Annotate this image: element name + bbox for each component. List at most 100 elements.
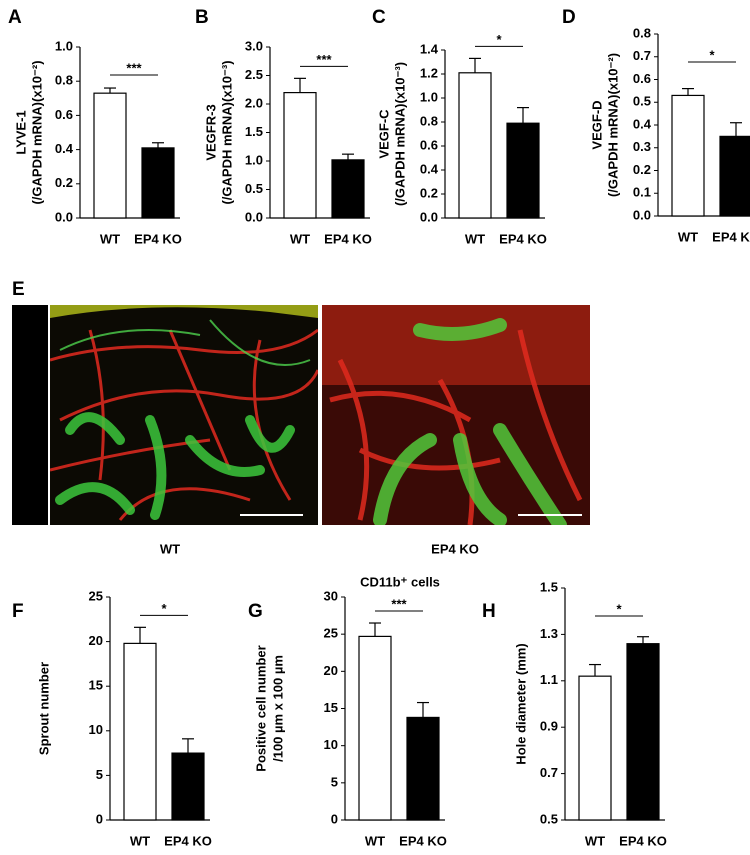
image-caption: EP4 KO	[431, 541, 479, 556]
y-axis-label: (/GAPDH mRNA)(x10⁻³)	[392, 62, 407, 206]
y-tick-label: 0.6	[633, 71, 651, 86]
y-tick-label: 1.0	[55, 38, 73, 53]
y-tick-label: 0.6	[420, 137, 438, 152]
y-axis-label: (/GAPDH mRNA)(x10⁻²)	[605, 53, 620, 197]
bar	[93, 92, 127, 219]
y-axis-label: (/GAPDH mRNA)(x10⁻³)	[219, 60, 234, 204]
y-tick-label: 1.3	[540, 626, 558, 641]
y-tick-label: 0.2	[420, 185, 438, 200]
y-tick-label: 0.9	[540, 719, 558, 734]
stain-strip	[12, 305, 48, 525]
y-tick-label: 1.1	[540, 672, 558, 687]
x-tick-label: WT	[678, 229, 698, 244]
x-tick-label: WT	[290, 231, 310, 246]
panel-label: G	[248, 601, 263, 622]
x-tick-label: EP4 KO	[134, 231, 182, 246]
bar	[458, 72, 492, 219]
y-axis-label: Sprout number	[36, 662, 51, 755]
bar	[671, 94, 705, 217]
y-tick-label: 1.5	[540, 579, 558, 594]
y-tick-label: 5	[96, 767, 103, 782]
micrograph-wt	[50, 305, 318, 525]
y-tick-label: 2.5	[245, 67, 263, 82]
y-tick-label: 1.0	[245, 152, 263, 167]
y-tick-label: 0.5	[540, 811, 558, 826]
significance-label: ***	[316, 52, 332, 67]
y-tick-label: 3.0	[245, 38, 263, 53]
y-axis-label: VEGF-C	[376, 109, 391, 159]
x-tick-label: WT	[365, 833, 385, 848]
y-axis-label: Positive cell number	[253, 645, 268, 771]
x-tick-label: WT	[465, 231, 485, 246]
bar	[283, 91, 317, 219]
x-tick-label: WT	[130, 833, 150, 848]
y-tick-label: 0.2	[55, 175, 73, 190]
x-tick-label: EP4 KO	[324, 231, 372, 246]
stain-label: CD31	[21, 338, 36, 371]
y-tick-label: 1.5	[245, 124, 263, 139]
x-tick-label: WT	[585, 833, 605, 848]
bar	[123, 642, 157, 821]
y-tick-label: 0.0	[55, 209, 73, 224]
y-tick-label: 0.8	[633, 25, 651, 40]
bar	[141, 147, 175, 219]
y-tick-label: 0.0	[633, 207, 651, 222]
y-tick-label: 0	[96, 811, 103, 826]
y-tick-label: 0.5	[633, 94, 651, 109]
x-tick-label: EP4 KO	[712, 229, 750, 244]
y-tick-label: 0	[331, 811, 338, 826]
y-tick-label: 30	[324, 588, 338, 603]
stain-label: LYVE-1	[21, 418, 36, 462]
panel-label: D	[562, 7, 576, 28]
y-tick-label: 0.5	[245, 181, 263, 196]
bar	[719, 135, 750, 217]
y-tick-label: 0.0	[420, 209, 438, 224]
y-tick-label: 15	[324, 700, 338, 715]
panel-label: C	[372, 7, 386, 28]
y-axis-label: (/GAPDH mRNA)(x10⁻²)	[29, 60, 44, 204]
y-tick-label: 0.7	[540, 765, 558, 780]
significance-label: *	[496, 32, 502, 47]
y-tick-label: 0.2	[633, 162, 651, 177]
significance-label: *	[161, 601, 167, 616]
y-tick-label: 0.7	[633, 48, 651, 63]
y-tick-label: 10	[324, 737, 338, 752]
y-tick-label: 15	[89, 678, 103, 693]
bar	[626, 643, 660, 821]
y-tick-label: 1.2	[420, 65, 438, 80]
significance-label: *	[616, 601, 622, 616]
y-tick-label: 1.0	[420, 89, 438, 104]
bar	[331, 159, 365, 219]
y-tick-label: 0.0	[245, 209, 263, 224]
x-tick-label: WT	[100, 231, 120, 246]
panel-label: B	[195, 7, 209, 28]
y-tick-label: 0.8	[420, 113, 438, 128]
micrograph-ep4ko	[322, 305, 590, 525]
x-tick-label: EP4 KO	[164, 833, 212, 848]
y-tick-label: 25	[324, 626, 338, 641]
y-tick-label: 0.4	[55, 141, 74, 156]
panel-label: H	[482, 601, 496, 622]
bar	[171, 752, 205, 821]
y-tick-label: 0.1	[633, 185, 651, 200]
panel-label: A	[8, 7, 22, 28]
x-tick-label: EP4 KO	[619, 833, 667, 848]
bar	[406, 716, 440, 821]
x-tick-label: EP4 KO	[399, 833, 447, 848]
y-tick-label: 20	[89, 633, 103, 648]
y-tick-label: 1.4	[420, 41, 439, 56]
y-tick-label: 0.6	[55, 107, 73, 122]
y-axis-label: LYVE-1	[13, 110, 28, 154]
x-tick-label: EP4 KO	[499, 231, 547, 246]
image-caption: WT	[160, 541, 180, 556]
chart-title: CD11b⁺ cells	[360, 574, 440, 589]
bar	[358, 635, 392, 821]
y-tick-label: 0.8	[55, 73, 73, 88]
y-tick-label: 2.0	[245, 95, 263, 110]
bar	[578, 675, 612, 821]
y-tick-label: 5	[331, 774, 338, 789]
panel-label: E	[12, 279, 25, 300]
bar	[506, 122, 540, 219]
panel-label: F	[12, 601, 24, 622]
